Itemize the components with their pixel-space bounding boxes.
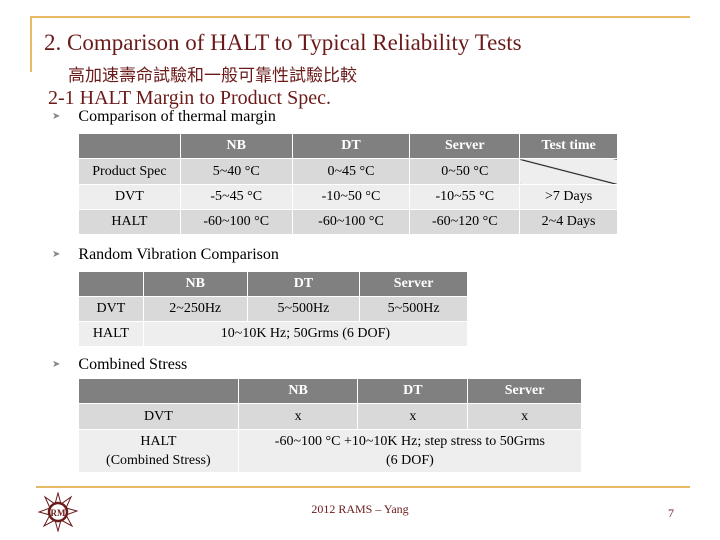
bullet-combined: ➤ Combined Stress — [52, 356, 187, 374]
header-cell: Server — [409, 133, 521, 159]
arrow-bullet-icon: ➤ — [52, 111, 61, 122]
table-cell: 0~50 °C — [409, 158, 521, 185]
table-row: HALT 10~10K Hz; 50Grms (6 DOF) — [78, 321, 469, 347]
row-label: DVT — [78, 296, 144, 322]
bottom-divider — [36, 486, 690, 488]
table-cell: -10~50 °C — [291, 184, 411, 210]
row-label: HALT — [78, 321, 144, 347]
row-label: HALT (Combined Stress) — [78, 429, 239, 473]
table-row: DVT 2~250Hz 5~500Hz 5~500Hz — [78, 296, 468, 322]
slide-title: 2. Comparison of HALT to Typical Reliabi… — [44, 30, 522, 55]
table-cell: x — [357, 403, 469, 430]
table-row: DVT x x x — [78, 403, 582, 430]
table-row: DVT -5~45 °C -10~50 °C -10~55 °C >7 Days — [78, 184, 618, 210]
arrow-bullet-icon: ➤ — [52, 249, 61, 260]
top-divider — [30, 16, 690, 18]
table-cell: -10~55 °C — [409, 184, 521, 210]
table-cell: 2~250Hz — [142, 296, 248, 322]
table-header-row: NB DT Server — [78, 378, 582, 404]
table-row: Product Spec 5~40 °C 0~45 °C 0~50 °C — [78, 158, 618, 185]
combined-stress-table: NB DT Server DVT x x x HALT (Combined Stress) … — [78, 378, 583, 473]
slide-subtitle: 高加速壽命試驗和一般可靠性試驗比較 — [68, 66, 357, 86]
table-row: HALT -60~100 °C -60~100 °C -60~120 °C 2~4 Da… — [78, 209, 618, 235]
diagonal-empty-cell — [519, 158, 618, 185]
row-label-line: HALT — [140, 434, 177, 449]
header-cell: DT — [291, 133, 411, 159]
header-cell: NB — [237, 378, 359, 404]
table-row: HALT (Combined Stress) -60~100 °C +10~10K… — [78, 429, 583, 473]
table-header-row: NB DT Server Test time — [78, 133, 618, 159]
random-vibration-table: NB DT Server DVT 2~250Hz 5~500Hz 5~500Hz HALT… — [78, 271, 469, 347]
header-cell: NB — [179, 133, 293, 159]
header-cell: Server — [467, 378, 582, 404]
page-number: 7 — [668, 506, 674, 520]
row-label: DVT — [78, 184, 181, 210]
left-accent-line — [30, 16, 32, 72]
table-cell: -60~100 °C +10~10K Hz; step stress to 50… — [237, 429, 583, 473]
header-cell: DT — [357, 378, 469, 404]
table-cell: -5~45 °C — [179, 184, 293, 210]
table-cell: x — [467, 403, 582, 430]
table-cell: 2~4 Days — [519, 209, 618, 235]
row-label: HALT — [78, 209, 181, 235]
bullet-text: Combined Stress — [78, 356, 188, 373]
table-cell: 0~45 °C — [291, 158, 411, 185]
table-cell: >7 Days — [519, 184, 618, 210]
row-label: Product Spec — [78, 158, 181, 185]
bullet-text: Comparison of thermal margin — [78, 108, 276, 125]
table-cell: 5~500Hz — [359, 296, 468, 322]
thermal-margin-table: NB DT Server Test time Product Spec 5~40 °C 0… — [78, 133, 618, 235]
cell-line: -60~100 °C +10~10K Hz; step stress to 50… — [274, 434, 545, 449]
section-heading: 2-1 HALT Margin to Product Spec. — [48, 87, 331, 109]
table-header-row: NB DT Server — [78, 271, 468, 297]
table-cell: x — [237, 403, 359, 430]
arrow-bullet-icon: ➤ — [52, 359, 61, 370]
header-cell — [78, 133, 181, 159]
table-cell: -60~120 °C — [409, 209, 521, 235]
table-cell: -60~100 °C — [291, 209, 411, 235]
cell-line: (6 DOF) — [385, 453, 434, 468]
bullet-text: Random Vibration Comparison — [78, 246, 279, 263]
header-cell — [78, 378, 239, 404]
table-cell: -60~100 °C — [179, 209, 293, 235]
rams-logo: RM — [37, 491, 79, 537]
table-cell: 5~500Hz — [246, 296, 361, 322]
row-label: DVT — [78, 403, 239, 430]
table-cell: 5~40 °C — [179, 158, 293, 185]
row-label-line: (Combined Stress) — [106, 453, 211, 468]
bullet-vibration: ➤ Random Vibration Comparison — [52, 246, 279, 264]
footer-text: 2012 RAMS – Yang — [311, 502, 409, 516]
table-cell: 10~10K Hz; 50Grms (6 DOF) — [142, 321, 469, 347]
bullet-thermal: ➤ Comparison of thermal margin — [52, 108, 276, 126]
svg-text:RM: RM — [51, 508, 66, 518]
header-cell: Test time — [519, 133, 618, 159]
header-cell: DT — [246, 271, 361, 297]
header-cell: Server — [359, 271, 468, 297]
header-cell — [78, 271, 144, 297]
header-cell: NB — [142, 271, 248, 297]
